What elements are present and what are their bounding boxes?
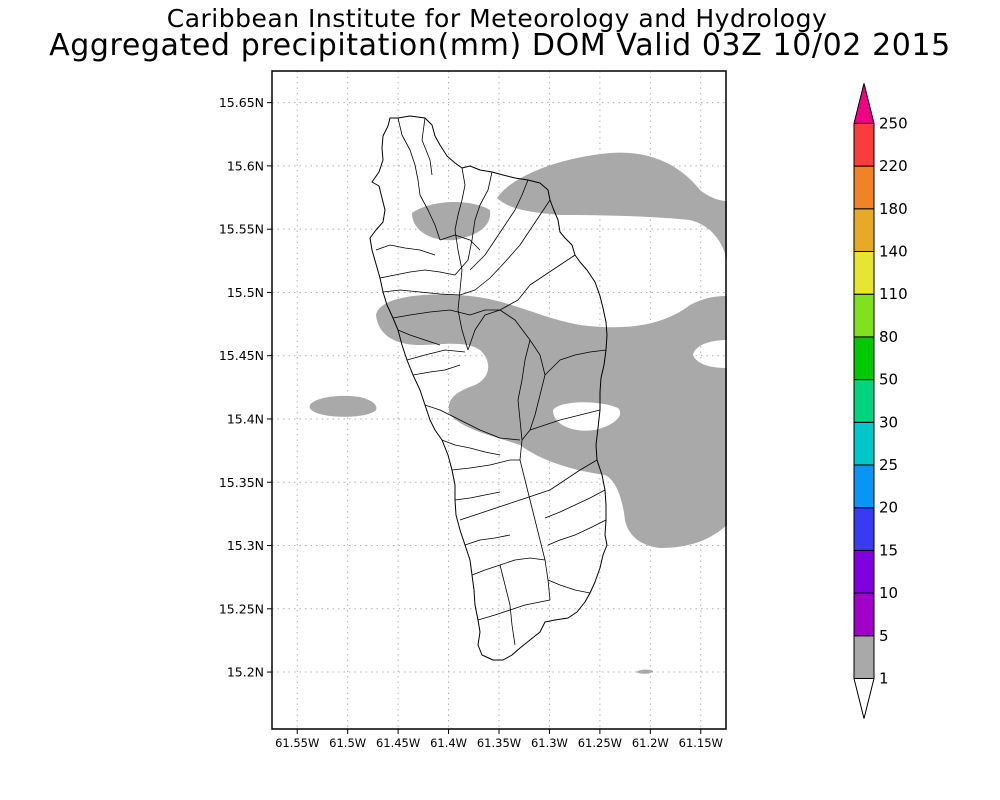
precip-area-central-band (376, 294, 727, 548)
colorbar-band (853, 208, 875, 253)
dominica-island (369, 115, 608, 661)
colorbar-band-below-min (853, 678, 875, 719)
precip-area-south-speck (636, 669, 653, 674)
lon-tick-label: 61.15W (679, 736, 723, 750)
lon-tick-label: 61.25W (578, 736, 622, 750)
colorbar-band (853, 336, 875, 381)
colorbar-band (853, 421, 875, 466)
lon-tick-label: 61.45W (376, 736, 420, 750)
colorbar-band (853, 592, 875, 637)
precip-area-north-blob (412, 202, 491, 241)
lat-tick-label: 15.2N (227, 665, 264, 680)
chart-title-line-1: Caribbean Institute for Meteorology and … (166, 4, 828, 33)
precip-area-northeast (497, 152, 727, 260)
latitude-tick-labels: 15.65N 15.6N 15.55N 15.5N 15.45N 15.4N 15.35N 1… (219, 95, 272, 680)
longitude-tick-labels: 61.55W 61.5W 61.45W 61.4W 61.35W 61.3W 61.25W 6… (275, 729, 723, 750)
lat-tick-label: 15.6N (227, 158, 264, 173)
colorbar-level-label: 30 (879, 413, 898, 431)
colorbar-level-label: 5 (879, 627, 889, 645)
lon-tick-label: 61.5W (329, 736, 366, 750)
lat-tick-label: 15.4N (227, 411, 264, 426)
colorbar-level-label: 15 (879, 541, 898, 559)
colorbar-band (853, 549, 875, 594)
lat-tick-label: 15.3N (227, 538, 264, 553)
lon-tick-label: 61.2W (632, 736, 669, 750)
precipitation-areas (309, 152, 727, 674)
colorbar-level-label: 250 (879, 114, 908, 132)
colorbar-band (853, 293, 875, 338)
colorbar-level-label: 10 (879, 584, 898, 602)
colorbar-level-label: 140 (879, 243, 908, 261)
lon-tick-label: 61.3W (531, 736, 568, 750)
colorbar-band (853, 122, 875, 167)
colorbar-level-label: 110 (879, 285, 908, 303)
lon-tick-label: 61.4W (430, 736, 467, 750)
island-watershed-boundaries (375, 117, 607, 646)
lat-tick-label: 15.45N (219, 348, 264, 363)
colorbar-band-above-max (853, 83, 875, 124)
colorbar-level-label: 20 (879, 499, 898, 517)
lat-tick-label: 15.25N (219, 601, 264, 616)
colorbar-band (853, 379, 875, 423)
island-coastline (369, 115, 608, 661)
colorbar-level-label: 50 (879, 371, 898, 389)
colorbar-band (853, 251, 875, 295)
lat-tick-label: 15.65N (219, 95, 264, 110)
colorbar-level-label: 1 (879, 670, 889, 688)
precip-area-west-blob (309, 395, 377, 417)
lat-tick-label: 15.5N (227, 285, 264, 300)
chart-title-line-2: Aggregated precipitation(mm) DOM Valid 0… (49, 28, 951, 63)
colorbar-band (853, 464, 875, 509)
lat-tick-label: 15.35N (219, 475, 264, 490)
colorbar-level-label: 80 (879, 328, 898, 346)
colorbar-level-label: 220 (879, 157, 908, 175)
lon-tick-label: 61.35W (477, 736, 521, 750)
colorbar-band (853, 165, 875, 210)
colorbar-band (853, 635, 875, 679)
colorbar-level-label: 25 (879, 456, 898, 474)
colorbar-level-label: 180 (879, 200, 908, 218)
lon-tick-label: 61.55W (275, 736, 319, 750)
precip-hole-east (553, 402, 621, 431)
lat-tick-label: 15.55N (219, 222, 264, 237)
colorbar-band (853, 507, 875, 551)
